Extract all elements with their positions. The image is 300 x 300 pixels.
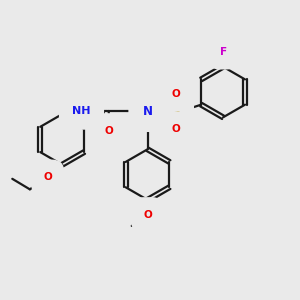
Text: O: O [143,210,152,220]
Text: NH: NH [72,106,91,116]
Text: O: O [43,172,52,182]
Text: F: F [220,47,226,57]
Text: O: O [171,124,180,134]
Text: O: O [171,89,180,99]
Text: O: O [104,126,113,136]
Text: S: S [171,105,180,118]
Text: N: N [142,105,152,118]
